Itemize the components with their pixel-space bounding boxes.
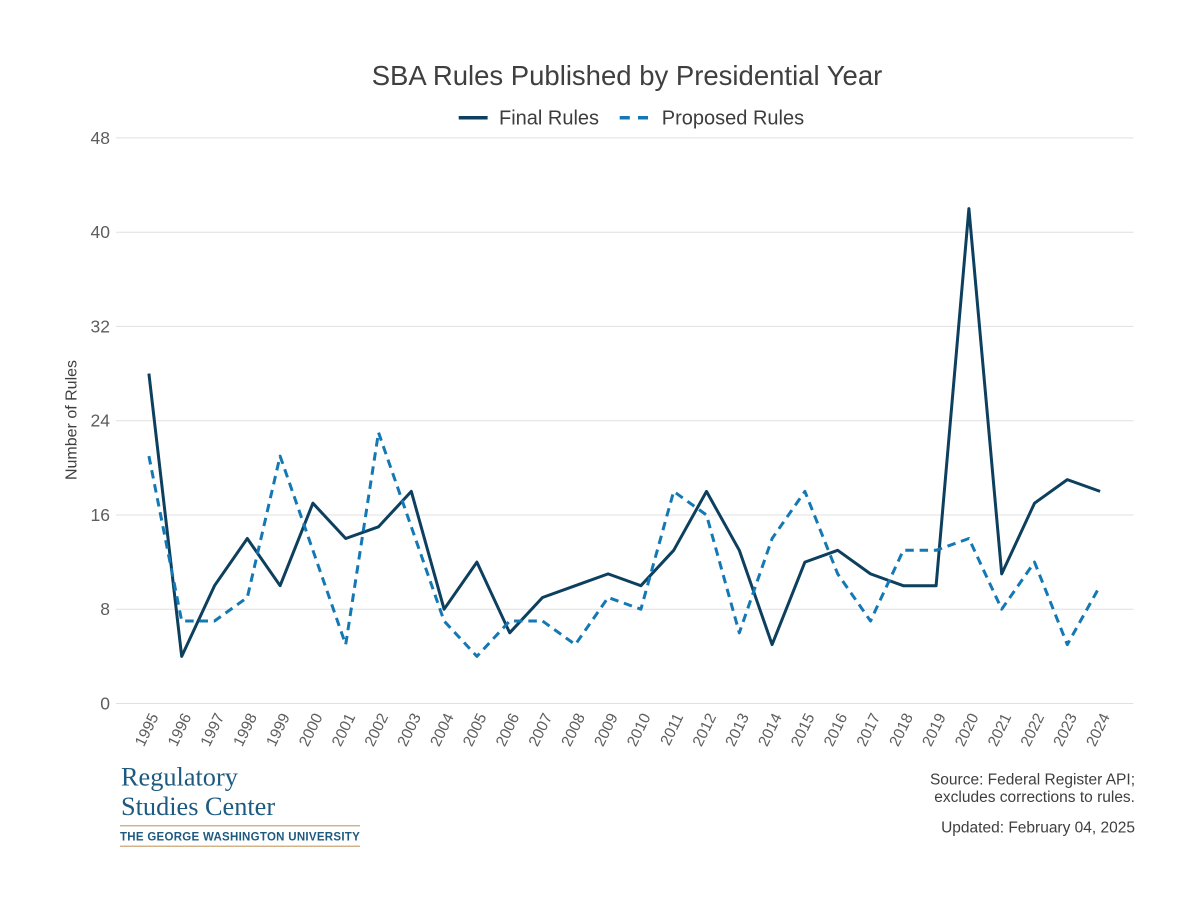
svg-text:2013: 2013 (722, 711, 752, 749)
svg-text:THE GEORGE WASHINGTON UNIVERSI: THE GEORGE WASHINGTON UNIVERSITY (120, 831, 360, 843)
svg-text:Studies Center: Studies Center (121, 792, 275, 821)
svg-text:2012: 2012 (690, 711, 720, 749)
svg-text:Proposed Rules: Proposed Rules (662, 108, 804, 130)
svg-text:Final Rules: Final Rules (499, 108, 599, 130)
svg-text:Updated: February 04, 2025: Updated: February 04, 2025 (941, 819, 1135, 836)
svg-text:2006: 2006 (493, 711, 523, 749)
svg-text:2002: 2002 (362, 711, 392, 749)
svg-text:32: 32 (91, 316, 110, 336)
svg-text:2008: 2008 (558, 711, 588, 749)
svg-text:8: 8 (100, 599, 110, 619)
svg-text:Number of Rules: Number of Rules (64, 360, 81, 480)
svg-text:2003: 2003 (394, 711, 424, 749)
svg-text:1995: 1995 (132, 711, 162, 749)
svg-text:2000: 2000 (296, 710, 327, 749)
svg-text:SBA Rules Published by Preside: SBA Rules Published by Presidential Year (372, 60, 883, 91)
svg-text:1998: 1998 (230, 711, 260, 749)
svg-text:2016: 2016 (821, 711, 851, 749)
svg-text:2017: 2017 (854, 711, 884, 749)
svg-text:1996: 1996 (165, 711, 195, 749)
svg-text:0: 0 (100, 694, 110, 714)
svg-text:2004: 2004 (427, 710, 458, 749)
svg-text:48: 48 (91, 128, 110, 148)
svg-text:2022: 2022 (1018, 711, 1048, 749)
svg-text:2021: 2021 (985, 711, 1015, 749)
svg-text:2009: 2009 (591, 711, 621, 749)
svg-text:2005: 2005 (460, 711, 490, 749)
svg-text:excludes corrections to rules.: excludes corrections to rules. (934, 789, 1135, 806)
svg-text:1997: 1997 (198, 711, 228, 749)
svg-text:2023: 2023 (1050, 711, 1080, 749)
svg-text:2001: 2001 (329, 711, 359, 749)
svg-text:1999: 1999 (263, 711, 293, 749)
svg-text:2014: 2014 (755, 710, 786, 749)
svg-text:40: 40 (91, 222, 111, 242)
svg-text:16: 16 (91, 505, 110, 525)
svg-text:2007: 2007 (526, 711, 556, 749)
svg-text:Source: Federal Register API;: Source: Federal Register API; (930, 772, 1135, 789)
svg-text:2011: 2011 (657, 711, 687, 748)
svg-text:2018: 2018 (886, 711, 916, 749)
svg-text:2010: 2010 (624, 710, 655, 749)
svg-text:Regulatory: Regulatory (121, 763, 239, 792)
svg-text:2015: 2015 (788, 711, 818, 749)
svg-text:24: 24 (91, 411, 111, 431)
svg-text:2020: 2020 (952, 710, 983, 749)
svg-text:2019: 2019 (919, 711, 949, 749)
svg-text:2024: 2024 (1083, 710, 1114, 749)
